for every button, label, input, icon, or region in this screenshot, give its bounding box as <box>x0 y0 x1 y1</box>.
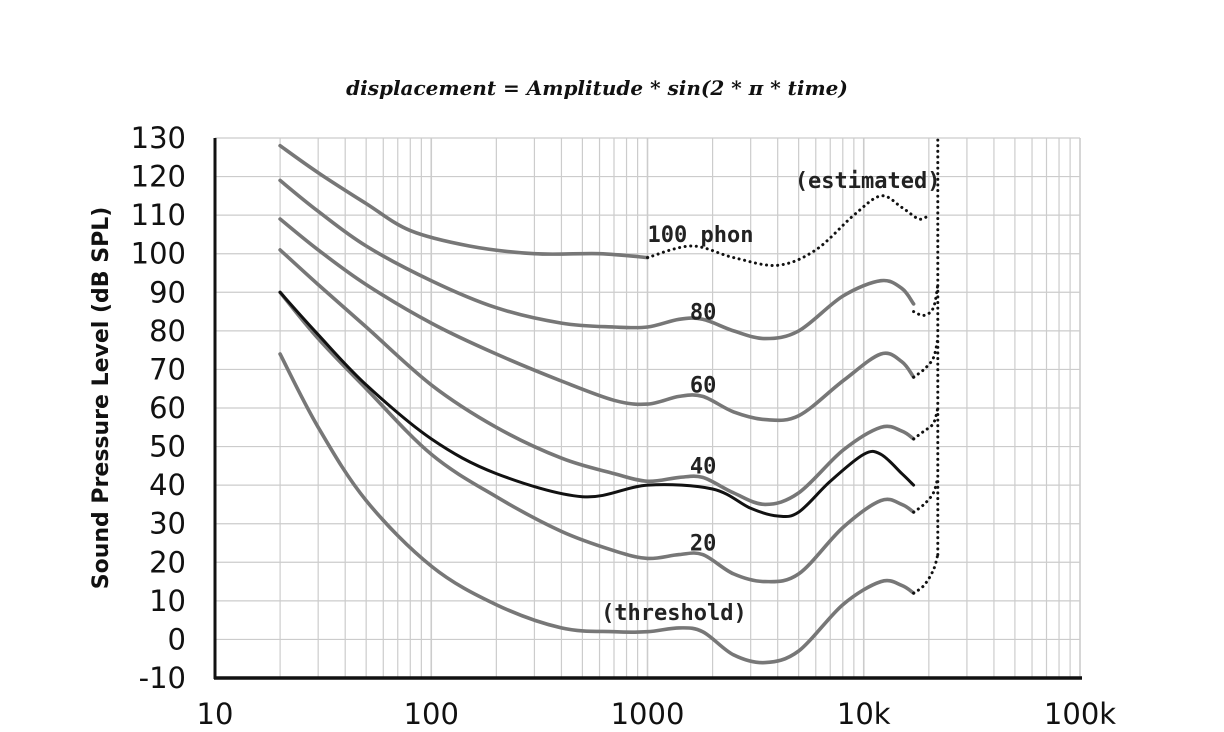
curve-annotation: 60 <box>690 374 717 399</box>
series-line-3 <box>912 283 940 317</box>
series-line-4 <box>278 217 916 423</box>
series-line-6 <box>278 248 916 507</box>
series-line-13 <box>278 290 916 519</box>
x-tick-label: 1000 <box>611 697 685 731</box>
series-line-9 <box>912 475 940 514</box>
series-line-1 <box>646 194 931 267</box>
x-tick-label: 100 <box>404 697 459 731</box>
curve-annotation: 80 <box>690 300 717 325</box>
curve-annotation: 40 <box>690 455 717 480</box>
series-layer <box>278 136 940 665</box>
series-line-0 <box>278 143 650 260</box>
tick-layer: -10 0 10 20 30 40 50 60 70 80 90 100 110 120 130 10 100 1… <box>131 121 1117 731</box>
y-tick-label: 70 <box>149 352 186 386</box>
series-line-7 <box>912 406 940 441</box>
y-tick-label: 60 <box>149 391 186 425</box>
y-tick-label: -10 <box>139 661 186 695</box>
series-line-10 <box>278 352 916 665</box>
axis-layer <box>213 138 1082 680</box>
y-tick-label: 30 <box>149 507 186 541</box>
series-line-2 <box>278 178 916 341</box>
curve-annotation: 20 <box>690 532 717 557</box>
series-line-5 <box>912 337 940 379</box>
curve-annotation: 100 phon <box>648 223 754 248</box>
grid-layer <box>214 137 1081 679</box>
y-tick-label: 50 <box>149 430 186 464</box>
series-line-8 <box>278 290 916 584</box>
y-tick-label: 100 <box>131 237 186 271</box>
x-tick-label: 100k <box>1044 697 1116 731</box>
y-tick-label: 40 <box>149 468 186 502</box>
y-tick-label: 0 <box>168 622 186 656</box>
x-tick-label: 10k <box>837 697 891 731</box>
chart-title: displacement = Amplitude * sin(2 * π * t… <box>346 76 848 100</box>
y-tick-label: 120 <box>131 160 186 194</box>
curve-annotation: (threshold) <box>601 601 747 626</box>
x-tick-label: 10 <box>197 697 234 731</box>
y-tick-label: 130 <box>131 121 186 155</box>
y-tick-label: 10 <box>149 584 186 618</box>
y-tick-label: 20 <box>149 545 186 579</box>
annotation-layer: (estimated) 100 phon 80 60 40 20 (threshold) <box>601 169 940 626</box>
y-tick-label: 80 <box>149 314 186 348</box>
y-axis-label: Sound Pressure Level (dB SPL) <box>89 207 114 590</box>
series-line-11 <box>912 553 940 595</box>
y-tick-label: 90 <box>149 275 186 309</box>
y-tick-label: 110 <box>131 198 186 232</box>
curve-annotation: (estimated) <box>795 169 941 194</box>
